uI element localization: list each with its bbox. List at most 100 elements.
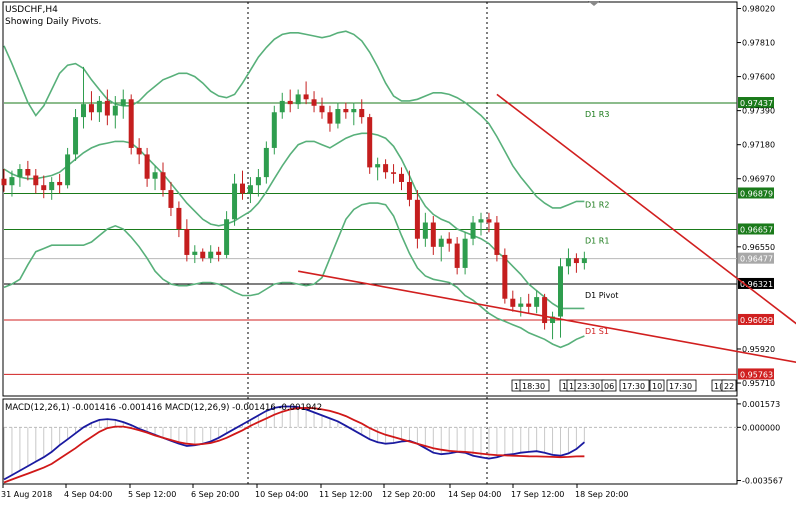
candle [343, 102, 349, 119]
candle [550, 311, 556, 340]
time-tick-label: 14 Sep 04:00 [448, 490, 501, 499]
candle-body [542, 297, 548, 324]
scroll-marker-icon[interactable] [588, 1, 600, 6]
period-tag-label: 23:30 [577, 382, 600, 391]
candle [573, 253, 579, 273]
candle [478, 212, 484, 236]
current-price-label: 0.96477 [740, 255, 773, 264]
candle-body [510, 298, 516, 307]
macd-pane[interactable] [2, 398, 738, 485]
macd-main-line [3, 405, 585, 481]
pivot-price-box [738, 187, 774, 199]
candle [383, 159, 389, 179]
candle [502, 248, 508, 304]
candle [128, 94, 134, 155]
candle-body [271, 112, 277, 148]
candle [438, 235, 444, 262]
candle [558, 258, 563, 338]
candle-body [399, 173, 404, 182]
candle [351, 102, 357, 126]
price-pane[interactable] [2, 1, 738, 397]
candle [565, 248, 571, 275]
candle-body [279, 100, 285, 113]
period-tag-label: 1 [514, 382, 519, 391]
candle [470, 216, 476, 246]
period-tag-box [721, 379, 737, 392]
time-tick-label: 12 Sep 20:00 [382, 490, 435, 499]
candle-body [255, 177, 261, 186]
pivot-price-box [738, 368, 774, 380]
candle [263, 141, 269, 184]
candle-body [375, 164, 381, 168]
time-tick-label: 5 Sep 12:00 [128, 490, 176, 499]
time-tick-label: 18 Sep 20:00 [575, 490, 628, 499]
candle-body [303, 94, 309, 100]
candle [96, 96, 102, 122]
price-tick-label: 0.95920 [742, 345, 775, 354]
chart-symbol-title: USDCHF,H4 [5, 5, 58, 15]
candle [152, 165, 158, 191]
pivot-level-name: D1 Pivot [585, 291, 618, 300]
candle [9, 170, 15, 197]
pivot-price-label: 0.96879 [740, 189, 773, 198]
price-axis: 0.98020 0.97810 0.97600 0.97390 0.97180 0.969… [737, 4, 775, 388]
time-tick-label: 4 Sep 04:00 [64, 490, 112, 499]
time-tick-label: 6 Sep 20:00 [191, 490, 239, 499]
candle-body [383, 164, 389, 173]
candle [208, 245, 214, 264]
candle-body [406, 181, 412, 200]
period-tag-box [619, 379, 650, 392]
period-tag-box [666, 379, 697, 392]
price-tick-label: 0.97810 [742, 39, 775, 48]
candle [57, 173, 63, 194]
candle-body [550, 316, 556, 324]
candle [359, 99, 365, 124]
candle [88, 91, 94, 121]
candle-body [49, 181, 55, 191]
candle-body [41, 185, 47, 191]
period-tag-label: 18:30 [522, 382, 545, 391]
candle-body [168, 190, 174, 208]
macd-indicator: 0.001573 0.000000 -0.003567 [3, 400, 783, 486]
price-tick-label: 0.97390 [742, 107, 775, 116]
candle [494, 216, 500, 262]
candle-body [136, 147, 142, 155]
candle-body [454, 243, 460, 268]
candle-body [526, 303, 532, 307]
candle-body [200, 251, 206, 259]
pivot-price-label: 0.96099 [740, 316, 773, 325]
candle-body [414, 199, 420, 239]
candle-body [565, 258, 571, 267]
candle-body [438, 238, 444, 247]
candle [430, 216, 436, 255]
candle [168, 181, 174, 217]
macd-tick-label: -0.003567 [742, 477, 783, 486]
period-separator-tags: 1 18:30 1 1 23:30 06 17:30 10 17:30 1(22 [511, 379, 737, 392]
period-tag-label: 17:30 [622, 382, 645, 391]
candle-body [367, 117, 373, 168]
pivot-price-label: 0.95763 [740, 370, 773, 379]
price-tick-label: 0.97600 [742, 73, 775, 82]
period-tag-box [649, 379, 665, 392]
candle-body [120, 99, 126, 106]
candle-body [422, 222, 428, 239]
candle [406, 170, 412, 207]
time-axis: 31 Aug 2018 4 Sep 04:00 5 Sep 12:00 6 Sep 2… [1, 484, 628, 499]
macd-signal-line [3, 406, 585, 484]
candle-body [57, 181, 63, 186]
candlesticks [1, 66, 587, 340]
period-tag-label: 22 [724, 382, 734, 391]
candle-body [263, 147, 269, 178]
candle [367, 113, 373, 174]
candle [279, 92, 285, 119]
pivot-level-name: D1 R3 [585, 110, 609, 119]
candle-body [128, 99, 134, 148]
pivot-price-label: 0.96657 [740, 225, 773, 234]
candle [247, 177, 253, 204]
candle-body [112, 105, 118, 116]
candle [414, 190, 420, 249]
time-tick-label: 31 Aug 2018 [1, 490, 52, 499]
period-tag-label: 06 [604, 382, 614, 391]
candle-body [573, 258, 579, 264]
